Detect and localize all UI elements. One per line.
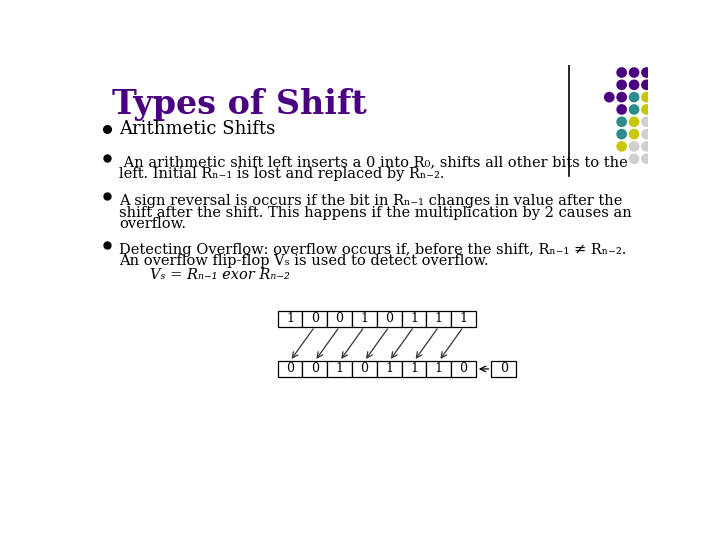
Bar xyxy=(302,361,327,377)
Bar xyxy=(352,361,377,377)
Circle shape xyxy=(642,117,651,126)
Circle shape xyxy=(629,154,639,164)
Circle shape xyxy=(617,68,626,77)
Text: 0: 0 xyxy=(311,362,319,375)
Text: 0: 0 xyxy=(385,313,393,326)
Circle shape xyxy=(642,68,651,77)
Text: 0: 0 xyxy=(336,313,343,326)
Circle shape xyxy=(629,117,639,126)
Circle shape xyxy=(629,68,639,77)
Bar xyxy=(426,311,451,327)
Circle shape xyxy=(629,80,639,90)
Text: 1: 1 xyxy=(435,313,443,326)
Bar xyxy=(277,311,302,327)
Text: shift after the shift. This happens if the multiplication by 2 causes an: shift after the shift. This happens if t… xyxy=(120,206,632,220)
Circle shape xyxy=(617,142,626,151)
Bar xyxy=(377,361,402,377)
Text: Detecting Overflow: overflow occurs if, before the shift, Rₙ₋₁ ≠ Rₙ₋₂.: Detecting Overflow: overflow occurs if, … xyxy=(120,242,627,256)
Text: 1: 1 xyxy=(459,313,467,326)
Bar xyxy=(426,361,451,377)
Circle shape xyxy=(642,105,651,114)
Circle shape xyxy=(617,80,626,90)
Bar xyxy=(277,361,302,377)
Circle shape xyxy=(617,117,626,126)
Text: 1: 1 xyxy=(410,313,418,326)
Circle shape xyxy=(629,130,639,139)
Text: 1: 1 xyxy=(410,362,418,375)
Circle shape xyxy=(629,92,639,102)
Circle shape xyxy=(629,142,639,151)
Circle shape xyxy=(617,130,626,139)
Text: 0: 0 xyxy=(500,362,508,375)
Text: overflow.: overflow. xyxy=(120,217,186,231)
Bar xyxy=(377,311,402,327)
Circle shape xyxy=(629,105,639,114)
Text: An overflow flip-flop Vₛ is used to detect overflow.: An overflow flip-flop Vₛ is used to dete… xyxy=(120,254,489,268)
Circle shape xyxy=(642,154,651,164)
Text: 0: 0 xyxy=(360,362,369,375)
Circle shape xyxy=(642,142,651,151)
Bar xyxy=(492,361,516,377)
Text: 0: 0 xyxy=(286,362,294,375)
Circle shape xyxy=(617,105,626,114)
Text: 0: 0 xyxy=(459,362,467,375)
Bar xyxy=(302,311,327,327)
Text: Types of Shift: Types of Shift xyxy=(112,88,366,121)
Bar xyxy=(402,311,426,327)
Text: Arithmetic Shifts: Arithmetic Shifts xyxy=(120,120,276,138)
Bar xyxy=(451,361,476,377)
Bar xyxy=(402,361,426,377)
Text: 1: 1 xyxy=(385,362,393,375)
Bar xyxy=(327,311,352,327)
Text: 1: 1 xyxy=(435,362,443,375)
Bar xyxy=(352,311,377,327)
Bar xyxy=(327,361,352,377)
Text: 1: 1 xyxy=(336,362,343,375)
Text: 1: 1 xyxy=(360,313,369,326)
Text: 1: 1 xyxy=(286,313,294,326)
Text: Vₛ = Rₙ₋₁ exor Rₙ₋₂: Vₛ = Rₙ₋₁ exor Rₙ₋₂ xyxy=(150,268,290,282)
Bar xyxy=(451,311,476,327)
Circle shape xyxy=(642,80,651,90)
Circle shape xyxy=(642,130,651,139)
Circle shape xyxy=(642,92,651,102)
Text: 0: 0 xyxy=(311,313,319,326)
Text: A sign reversal is occurs if the bit in Rₙ₋₁ changes in value after the: A sign reversal is occurs if the bit in … xyxy=(120,194,623,208)
Text: An arithmetic shift left inserts a 0 into R₀, shifts all other bits to the: An arithmetic shift left inserts a 0 int… xyxy=(120,156,628,170)
Circle shape xyxy=(617,92,626,102)
Circle shape xyxy=(605,92,614,102)
Text: left. Initial Rₙ₋₁ is lost and replaced by Rₙ₋₂.: left. Initial Rₙ₋₁ is lost and replaced … xyxy=(120,167,445,181)
